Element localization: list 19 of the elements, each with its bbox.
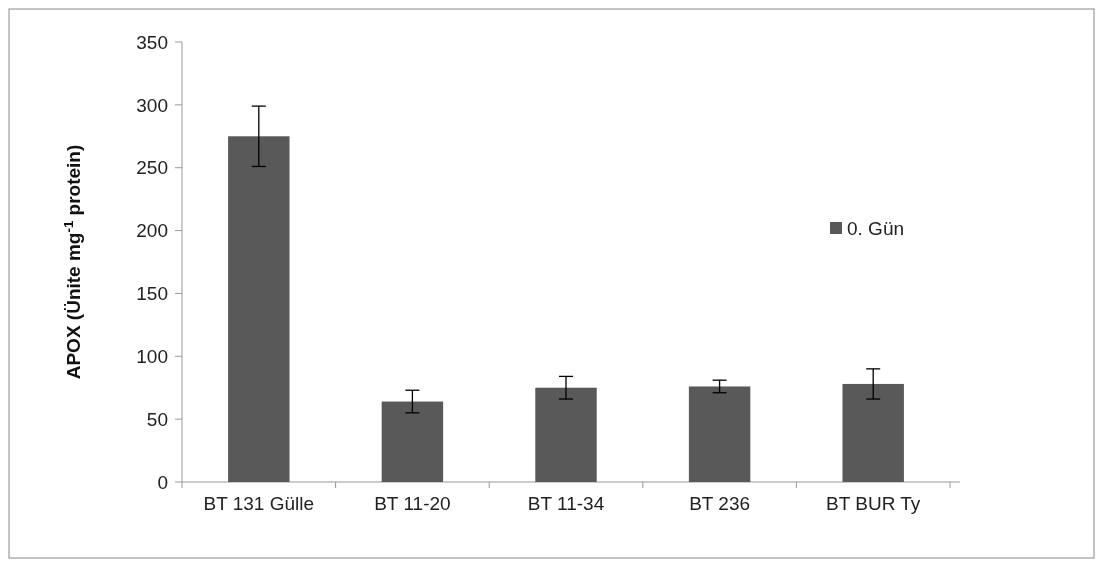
x-tick-label: BT 236 <box>689 493 751 514</box>
x-tick-label: BT BUR Ty <box>826 493 921 514</box>
y-tick-label: 0 <box>157 471 168 493</box>
x-tick-label: BT 11-34 <box>527 493 605 514</box>
legend-label: 0. Gün <box>847 217 905 239</box>
y-tick-label: 150 <box>136 283 168 305</box>
bar <box>535 387 597 482</box>
y-tick-label: 50 <box>146 408 168 430</box>
bar <box>688 386 751 482</box>
bar <box>381 401 444 482</box>
y-tick-label: 300 <box>136 94 168 116</box>
y-tick-label: 200 <box>136 220 168 242</box>
x-tick-label: BT 11-20 <box>374 493 451 514</box>
bar <box>842 383 904 482</box>
x-tick-label: BT 131 Gülle <box>203 493 315 514</box>
y-tick-label: 350 <box>136 31 168 53</box>
bar <box>228 136 290 482</box>
y-tick-label: 250 <box>136 157 168 179</box>
y-tick-label: 100 <box>136 345 168 367</box>
